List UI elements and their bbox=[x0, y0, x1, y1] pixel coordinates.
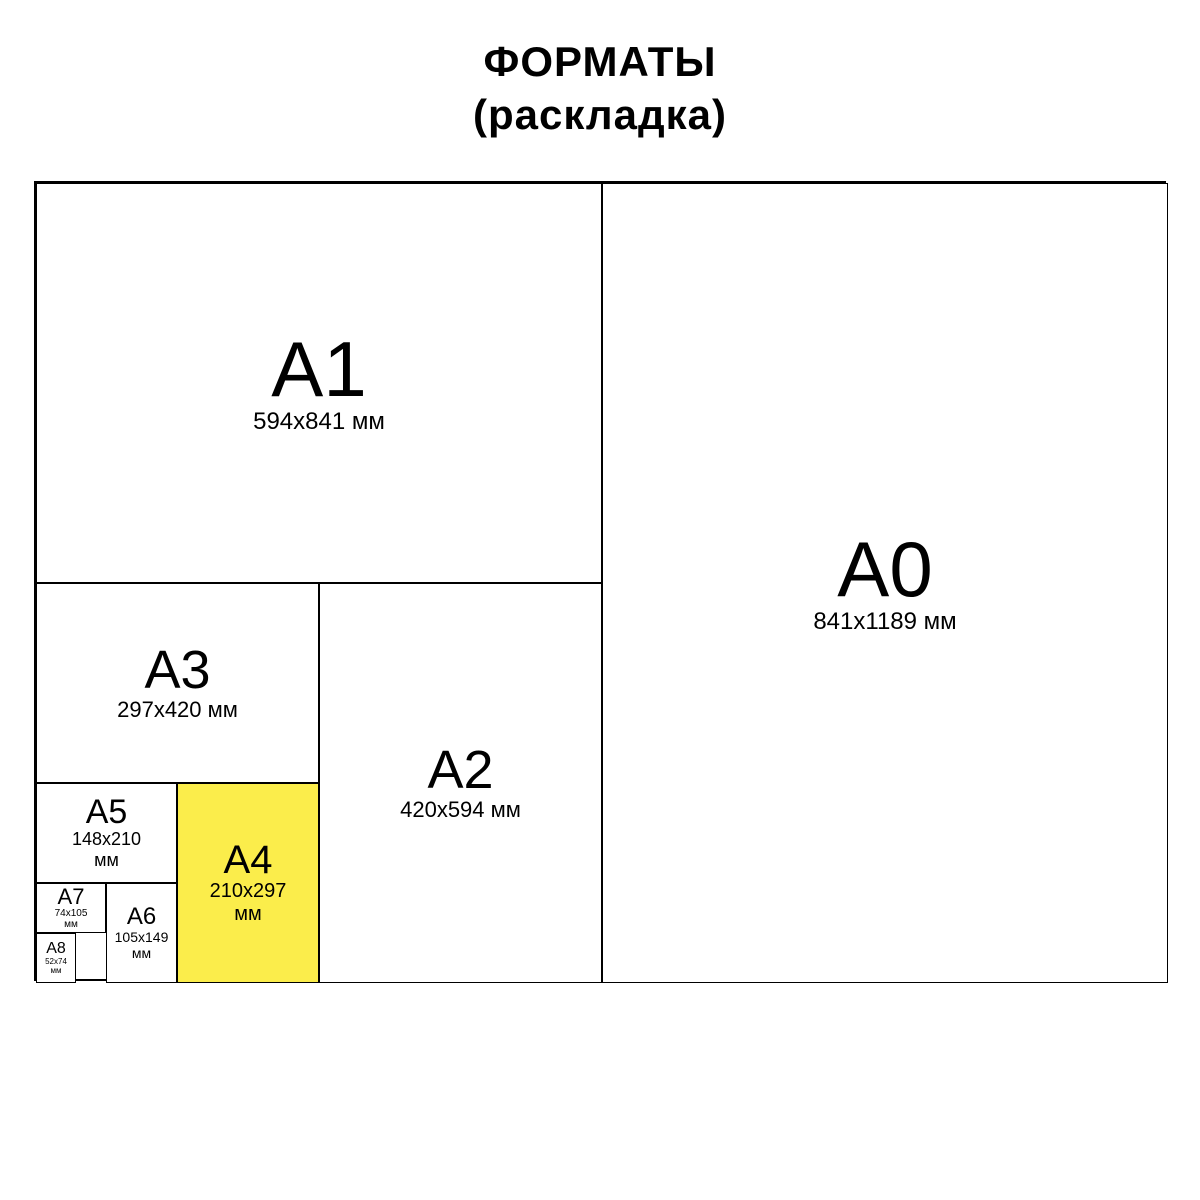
format-a2-name: A2 bbox=[427, 743, 493, 797]
title-line-1: ФОРМАТЫ bbox=[0, 36, 1200, 89]
format-a4: A4210x297мм bbox=[177, 783, 319, 983]
format-a5: A5148x210мм bbox=[36, 783, 177, 883]
format-a2-dims: 420x594 мм bbox=[400, 797, 521, 822]
format-a3: A3297x420 мм bbox=[36, 583, 319, 783]
format-a4-name: A4 bbox=[224, 840, 273, 880]
format-a1: A1594x841 мм bbox=[36, 183, 602, 583]
format-a1-name: A1 bbox=[271, 330, 366, 408]
format-a6: A6105x149мм bbox=[106, 883, 177, 983]
format-a2: A2420x594 мм bbox=[319, 583, 602, 983]
format-a1-dims: 594x841 мм bbox=[253, 408, 385, 436]
format-a0-name: A0 bbox=[837, 530, 932, 608]
title-block: ФОРМАТЫ (раскладка) bbox=[0, 0, 1200, 181]
format-a7-name: A7 bbox=[58, 886, 85, 908]
format-a5-name: A5 bbox=[86, 795, 128, 829]
format-a5-dims: 148x210мм bbox=[72, 829, 141, 870]
format-a8-name: A8 bbox=[46, 941, 66, 957]
format-a7-dims: 74x105мм bbox=[55, 908, 88, 931]
paper-formats-diagram: A0841x1189 ммA1594x841 ммA2420x594 ммA32… bbox=[34, 181, 1166, 981]
format-a0: A0841x1189 мм bbox=[602, 183, 1168, 983]
format-a3-dims: 297x420 мм bbox=[117, 697, 238, 722]
format-a0-dims: 841x1189 мм bbox=[813, 608, 956, 636]
format-a8: A852x74мм bbox=[36, 933, 76, 983]
format-a3-name: A3 bbox=[144, 643, 210, 697]
format-a6-dims: 105x149мм bbox=[115, 929, 169, 961]
format-a8-dims: 52x74мм bbox=[45, 957, 67, 975]
format-a4-dims: 210x297мм bbox=[210, 880, 287, 926]
format-a7: A774x105мм bbox=[36, 883, 106, 933]
title-line-2: (раскладка) bbox=[0, 89, 1200, 142]
format-a6-name: A6 bbox=[127, 905, 156, 929]
